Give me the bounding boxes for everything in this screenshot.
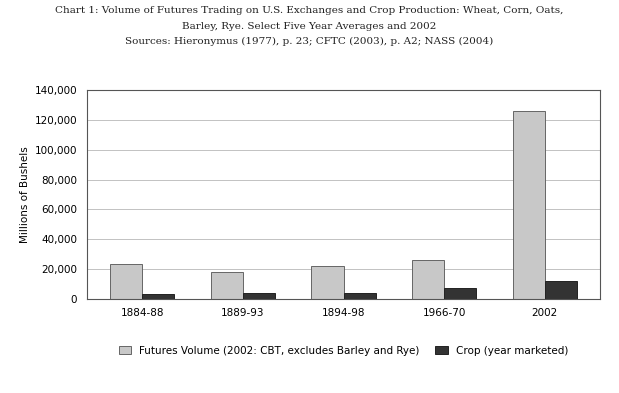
Legend: Futures Volume (2002: CBT, excludes Barley and Rye), Crop (year marketed): Futures Volume (2002: CBT, excludes Barl… [118,345,569,356]
Bar [142,294,175,299]
Bar [344,293,376,299]
Bar [545,281,577,299]
Y-axis label: Millions of Bushels: Millions of Bushels [20,146,30,243]
Bar [311,266,344,299]
Bar [243,293,275,299]
Bar [444,288,477,299]
Text: Barley, Rye. Select Five Year Averages and 2002: Barley, Rye. Select Five Year Averages a… [183,22,436,31]
Text: Chart 1: Volume of Futures Trading on U.S. Exchanges and Crop Production: Wheat,: Chart 1: Volume of Futures Trading on U.… [55,6,564,15]
Bar [513,111,545,299]
Text: Sources: Hieronymus (1977), p. 23; CFTC (2003), p. A2; NASS (2004): Sources: Hieronymus (1977), p. 23; CFTC … [126,37,493,46]
Bar [210,272,243,299]
Bar [110,264,142,299]
Bar [412,260,444,299]
